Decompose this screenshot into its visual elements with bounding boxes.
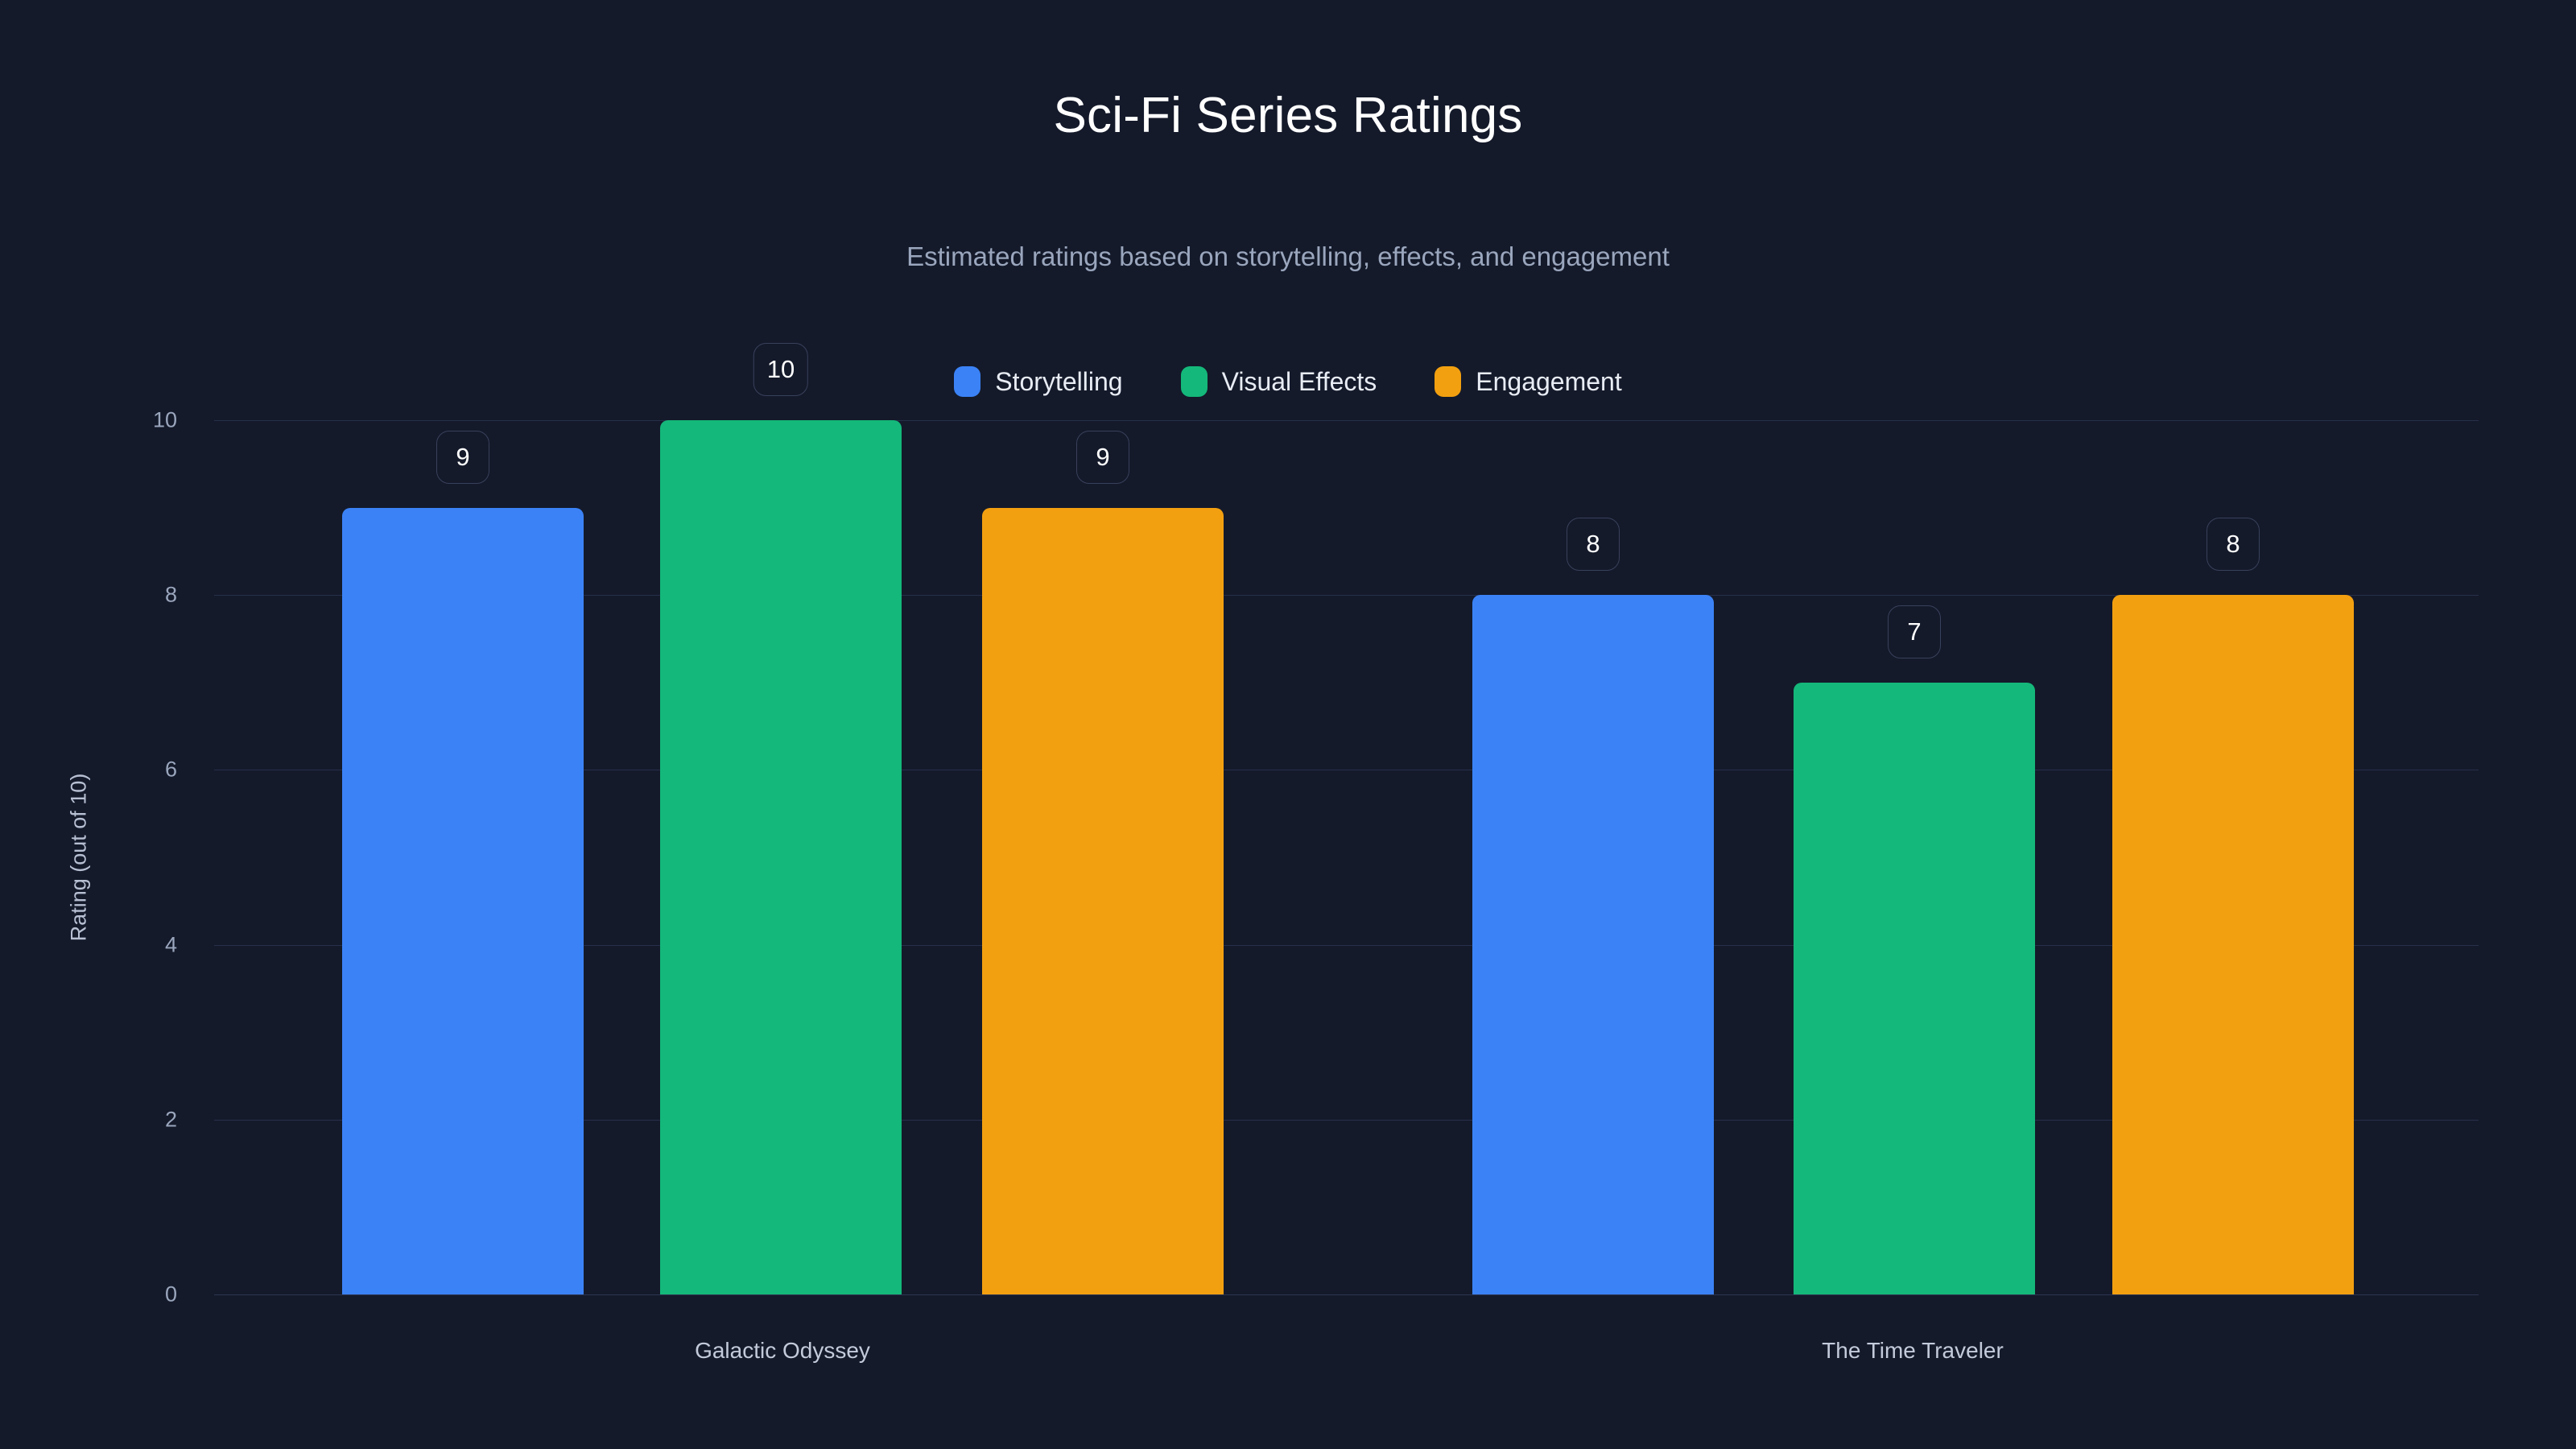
y-axis-title: Rating (out of 10) [66, 773, 91, 942]
gridline [214, 1119, 2479, 1121]
bar-value-label: 7 [1888, 605, 1941, 658]
bar-value-label: 9 [436, 430, 489, 484]
x-axis-category-label: The Time Traveler [1822, 1338, 2004, 1363]
gridline [214, 944, 2479, 946]
bar-value-label: 8 [1567, 518, 1620, 572]
bar[interactable] [982, 507, 1224, 1294]
legend-swatch-icon-storytelling [954, 366, 981, 397]
plot-area [214, 420, 2479, 1295]
bar[interactable] [2112, 595, 2354, 1294]
legend-label-visual-effects: Visual Effects [1221, 366, 1377, 396]
gridline [214, 595, 2479, 597]
gridline [214, 1294, 2479, 1295]
legend-swatch-icon-engagement [1435, 366, 1462, 397]
y-axis-tick-label: 6 [164, 757, 177, 782]
y-axis-tick-label: 10 [152, 407, 177, 432]
chart-legend: Storytelling Visual Effects Engagement [0, 366, 2576, 397]
y-axis-tick-label: 8 [164, 582, 177, 607]
bar-value-label: 8 [2207, 518, 2260, 572]
chart-subtitle: Estimated ratings based on storytelling,… [906, 242, 1670, 271]
x-axis-category-label: Galactic Odyssey [695, 1338, 870, 1363]
legend-item-visual-effects[interactable]: Visual Effects [1180, 366, 1377, 397]
legend-swatch-icon-visual-effects [1180, 366, 1208, 397]
bar[interactable] [660, 420, 902, 1294]
y-axis-tick-label: 2 [164, 1107, 177, 1132]
page-title: Sci-Fi Series Ratings [1053, 88, 1523, 143]
legend-label-engagement: Engagement [1476, 366, 1622, 396]
legend-item-engagement[interactable]: Engagement [1435, 366, 1622, 397]
bar-value-label: 9 [1076, 430, 1129, 484]
bar[interactable] [342, 507, 584, 1294]
legend-item-storytelling[interactable]: Storytelling [954, 366, 1123, 397]
bar[interactable] [1794, 682, 2035, 1294]
gridline [214, 420, 2479, 421]
legend-label-storytelling: Storytelling [995, 366, 1123, 396]
y-axis-tick-label: 4 [164, 932, 177, 957]
bar-value-label: 10 [753, 343, 809, 396]
bar[interactable] [1472, 595, 1714, 1294]
y-axis-tick-label: 0 [164, 1282, 177, 1307]
